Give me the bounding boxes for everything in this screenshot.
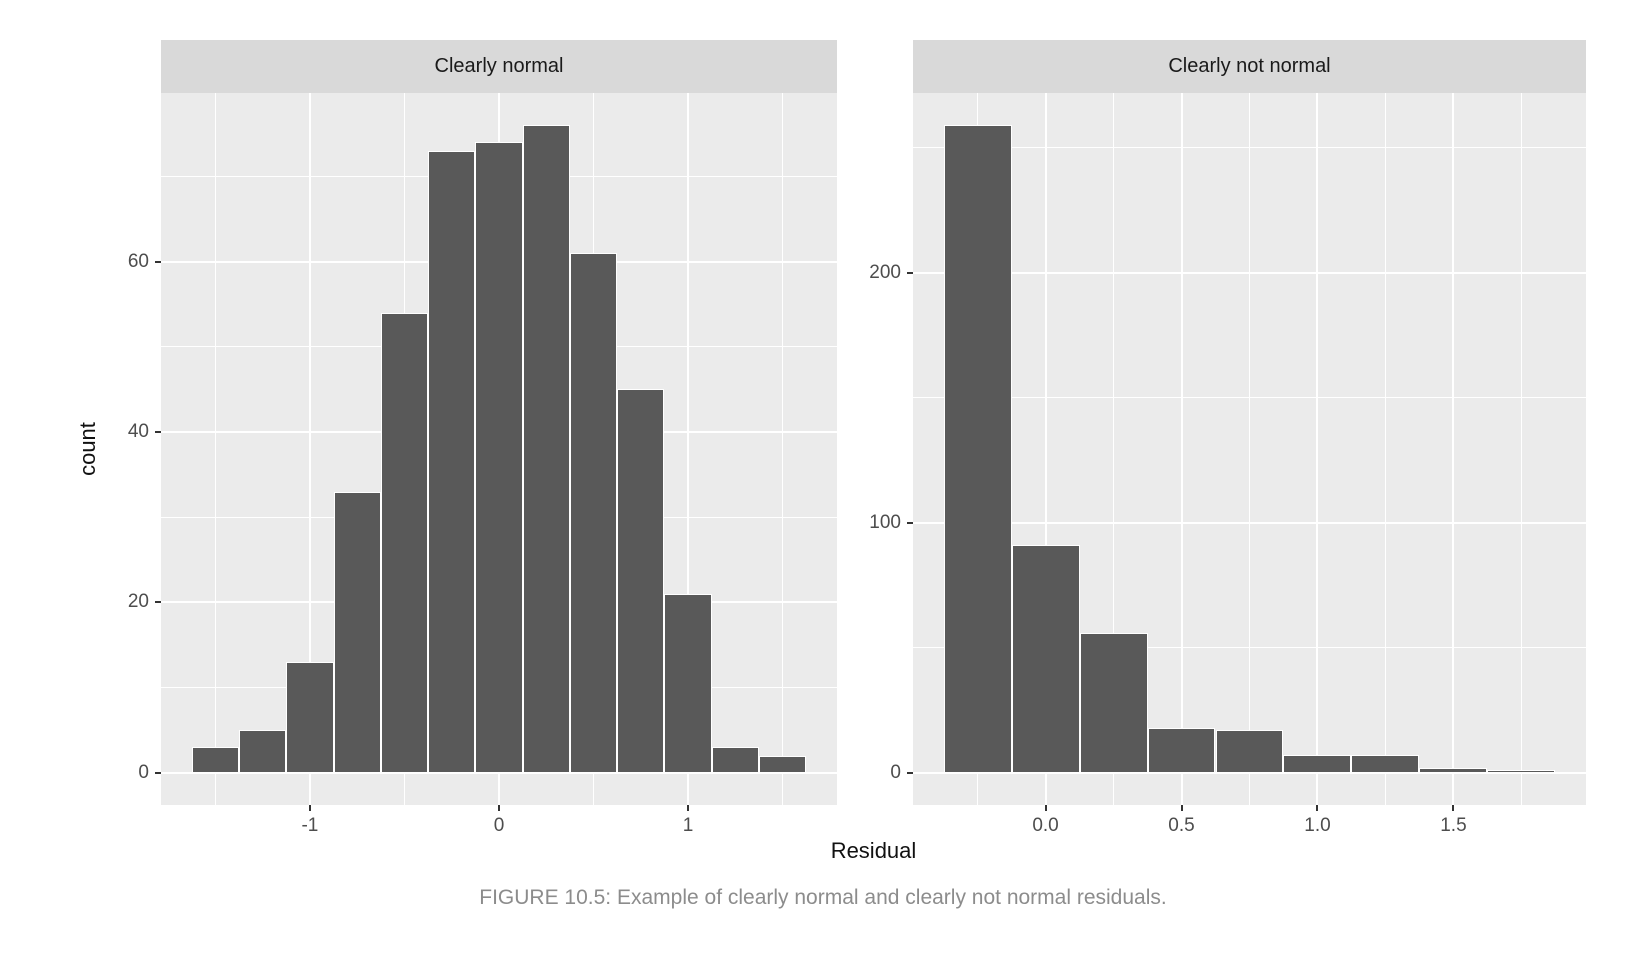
histogram-bar — [759, 755, 807, 773]
x-tick-mark — [1180, 805, 1183, 811]
gridline-minor-vertical — [782, 93, 784, 805]
facet-strip-clearly-normal: Clearly normal — [161, 40, 837, 93]
y-tick-label: 60 — [127, 250, 149, 272]
x-tick-mark — [1044, 805, 1047, 811]
histogram-bar — [1079, 632, 1148, 773]
x-tick-label: 1.5 — [1440, 815, 1467, 836]
x-tick-mark — [1316, 805, 1319, 811]
histogram-bar — [1283, 755, 1352, 773]
x-tick-mark — [308, 805, 311, 811]
histogram-bar — [475, 142, 523, 773]
gridline-major-vertical — [1316, 93, 1319, 805]
y-tick-mark — [155, 771, 161, 774]
histogram-bar — [1419, 767, 1488, 773]
y-tick-mark — [155, 260, 161, 263]
y-tick-mark — [907, 521, 913, 524]
gridline-major-vertical — [687, 93, 690, 805]
gridline-major-vertical — [1044, 93, 1047, 805]
y-tick-mark — [155, 430, 161, 433]
gridline-minor-horizontal — [913, 397, 1586, 399]
gridline-major-vertical — [1452, 93, 1455, 805]
histogram-bar — [943, 125, 1012, 773]
y-tick-mark — [907, 271, 913, 274]
histogram-bar — [286, 661, 334, 773]
histogram-bar — [569, 253, 618, 773]
histogram-panel-clearly-not-normal — [913, 93, 1586, 805]
x-tick-label: 0.5 — [1168, 815, 1195, 836]
x-tick-label: 1.0 — [1304, 815, 1331, 836]
facet-strip-clearly-not-normal: Clearly not normal — [913, 40, 1586, 93]
gridline-major-horizontal — [913, 771, 1586, 774]
y-tick-label: 20 — [127, 591, 149, 613]
x-tick-mark — [687, 805, 690, 811]
facet-strip-label: Clearly normal — [434, 55, 564, 77]
histogram-bar — [380, 312, 429, 773]
histogram-bar — [428, 150, 476, 773]
gridline-minor-horizontal — [913, 647, 1586, 649]
y-tick-label: 40 — [127, 420, 149, 442]
figure-caption: FIGURE 10.5: Example of clearly normal a… — [479, 886, 1167, 909]
gridline-minor-horizontal — [913, 147, 1586, 149]
histogram-bar — [1147, 727, 1216, 773]
histogram-bar — [239, 730, 287, 773]
x-axis-title: Residual — [830, 838, 917, 863]
x-tick-label: 1 — [682, 815, 694, 836]
x-tick-mark — [498, 805, 500, 811]
histogram-bar — [711, 747, 759, 773]
gridline-minor-vertical — [214, 93, 216, 805]
y-tick-label: 0 — [138, 761, 149, 783]
gridline-minor-vertical — [1384, 93, 1386, 805]
gridline-major-horizontal — [161, 771, 837, 774]
gridline-minor-vertical — [1113, 93, 1115, 805]
histogram-bar — [191, 747, 239, 773]
histogram-bar — [1351, 755, 1420, 773]
gridline-major-vertical — [1180, 93, 1183, 805]
histogram-bar — [1215, 730, 1284, 773]
gridline-major-horizontal — [913, 271, 1586, 274]
x-tick-label: -1 — [301, 815, 319, 836]
histogram-bar — [522, 125, 570, 773]
histogram-bar — [1011, 545, 1080, 773]
y-tick-label: 200 — [869, 261, 901, 283]
y-axis-title: count — [75, 422, 100, 476]
y-tick-mark — [155, 601, 161, 604]
histogram-bar — [333, 491, 381, 773]
y-tick-label: 100 — [869, 511, 901, 533]
facet-strip-label: Clearly not normal — [1168, 55, 1331, 77]
gridline-minor-vertical — [1520, 93, 1522, 805]
histogram-bar — [617, 389, 665, 773]
gridline-major-vertical — [308, 93, 311, 805]
histogram-bar — [1487, 770, 1556, 773]
histogram-bar — [664, 593, 712, 773]
y-tick-mark — [907, 771, 913, 774]
histogram-panel-clearly-normal — [161, 93, 837, 805]
x-tick-label: 0.0 — [1032, 815, 1059, 836]
x-tick-mark — [1452, 805, 1455, 811]
gridline-major-horizontal — [913, 521, 1586, 524]
gridline-minor-vertical — [1249, 93, 1250, 805]
x-tick-label: 0 — [493, 815, 505, 836]
y-tick-label: 0 — [890, 761, 901, 783]
